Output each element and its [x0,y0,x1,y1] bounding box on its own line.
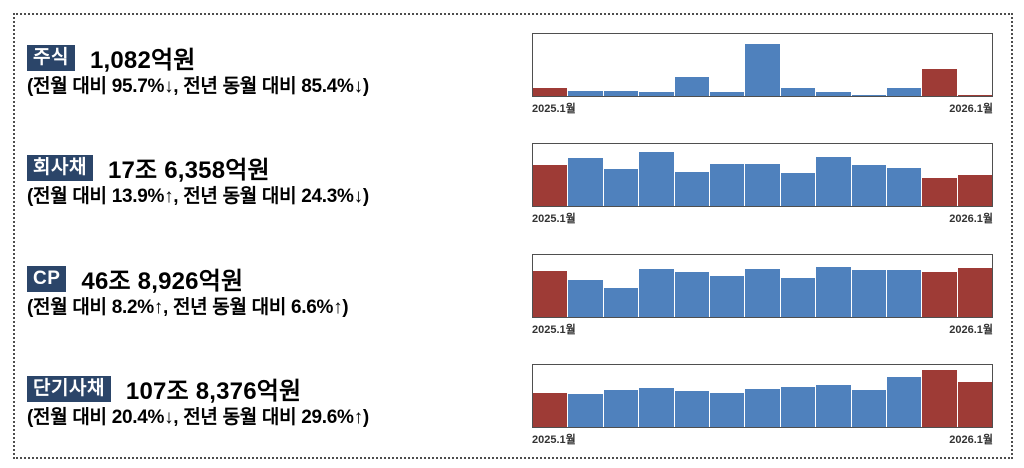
bar-2025.3 [603,389,639,427]
short-term-bonds-chart-axis: 2025.1월 2026.1월 [532,431,993,447]
bar-2025.6 [709,276,745,317]
bar-2025.7 [745,163,780,206]
bar-2025.12 [922,178,957,206]
axis-start-label: 2025.1월 [532,324,576,336]
bar-2025.2 [568,91,603,96]
short-term-bonds-comparison: (전월 대비 20.4%↓, 전년 동월 대비 29.6%↑) [27,407,369,428]
bar-2025.1 [533,271,568,317]
stocks-chart: 2025.1월 2026.1월 [532,33,993,116]
axis-end-label: 2026.1월 [949,324,993,336]
bar-2025.6 [709,392,745,427]
stocks-headline: 주식 1,082억원 [27,40,196,75]
bar-2025.3 [603,91,639,96]
corporate-bonds-headline: 회사채 17조 6,358억원 [27,150,270,185]
cp-amount: 46조 8,926억원 [81,268,244,295]
bar-2025.4 [639,152,674,206]
bar-2025.7 [745,269,780,317]
cp-chart-axis: 2025.1월 2026.1월 [532,321,993,337]
axis-start-label: 2025.1월 [532,103,576,115]
bar-2025.10 [851,165,886,206]
bar-2025.9 [816,92,851,96]
bar-2025.12 [922,271,957,317]
corporate-bonds-comparison: (전월 대비 13.9%↑, 전년 동월 대비 24.3%↓) [27,186,369,207]
axis-start-label: 2025.1월 [532,434,576,446]
bar-2026.1 [957,175,993,206]
bar-2025.2 [568,394,603,427]
cp-chart-plot [532,254,993,318]
bar-2025.11 [886,87,922,96]
section-cp: CP 46조 8,926억원 (전월 대비 8.2%↑, 전년 동월 대비 6.… [0,251,1024,361]
bar-2025.2 [568,279,603,317]
corporate-bonds-amount: 17조 6,358억원 [107,157,270,184]
cp-headline: CP 46조 8,926억원 [27,261,243,296]
cp-badge: CP [27,265,67,292]
bar-2025.5 [674,391,709,427]
dotted-frame [13,13,1013,459]
section-corporate-bonds: 회사채 17조 6,358억원 (전월 대비 13.9%↑, 전년 동월 대비 … [0,140,1024,250]
corporate-bonds-chart: 2025.1월 2026.1월 [532,143,993,226]
bar-2025.5 [674,76,709,96]
bar-2025.9 [816,157,851,206]
bar-2025.10 [851,269,886,317]
bar-2025.11 [886,168,922,206]
axis-end-label: 2026.1월 [949,434,993,446]
bar-2025.9 [816,266,851,317]
bar-2025.11 [886,269,922,317]
stocks-comparison: (전월 대비 95.7%↓, 전년 동월 대비 85.4%↓) [27,76,369,97]
bar-2025.8 [780,173,816,206]
short-term-bonds-chart: 2025.1월 2026.1월 [532,364,993,447]
bar-2026.1 [957,268,993,317]
bar-2025.3 [603,168,639,206]
bar-2025.2 [568,158,603,206]
short-term-bonds-chart-plot [532,364,993,428]
corporate-bonds-badge: 회사채 [27,154,93,181]
short-term-bonds-headline: 단기사채 107조 8,376억원 [27,371,301,406]
stocks-chart-plot [532,33,993,97]
section-stocks: 주식 1,082억원 (전월 대비 95.7%↓, 전년 동월 대비 85.4%… [0,30,1024,140]
bar-2025.4 [639,92,674,96]
cp-chart: 2025.1월 2026.1월 [532,254,993,337]
bar-2025.4 [639,387,674,427]
bar-2025.12 [922,369,957,427]
bar-2025.7 [745,389,780,427]
short-term-bonds-amount: 107조 8,376억원 [125,378,302,405]
bar-2025.1 [533,392,568,427]
bar-2025.5 [674,271,709,317]
stocks-amount: 1,082억원 [89,47,196,74]
bar-2025.10 [851,94,886,96]
corporate-bonds-chart-plot [532,143,993,207]
bar-2025.9 [816,384,851,427]
axis-start-label: 2025.1월 [532,213,576,225]
bar-2025.7 [745,43,780,96]
corporate-bonds-chart-axis: 2025.1월 2026.1월 [532,210,993,226]
bar-2025.5 [674,171,709,206]
bar-2025.6 [709,163,745,206]
section-short-term-bonds: 단기사채 107조 8,376억원 (전월 대비 20.4%↓, 전년 동월 대… [0,361,1024,468]
axis-end-label: 2026.1월 [949,103,993,115]
bar-2025.10 [851,389,886,427]
bar-2025.1 [533,87,568,96]
short-term-bonds-badge: 단기사채 [27,375,111,402]
bar-2025.8 [780,87,816,96]
bar-2025.6 [709,92,745,96]
bar-2025.4 [639,269,674,317]
cp-comparison: (전월 대비 8.2%↑, 전년 동월 대비 6.6%↑) [27,297,349,318]
bar-2025.8 [780,277,816,317]
bar-2025.11 [886,376,922,427]
bar-2025.3 [603,287,639,317]
axis-end-label: 2026.1월 [949,213,993,225]
stocks-badge: 주식 [27,44,75,71]
bar-2026.1 [957,381,993,427]
stocks-chart-axis: 2025.1월 2026.1월 [532,100,993,116]
bar-2026.1 [957,94,993,96]
bar-2025.8 [780,386,816,427]
bar-2025.1 [533,165,568,206]
bar-2025.12 [922,68,957,96]
